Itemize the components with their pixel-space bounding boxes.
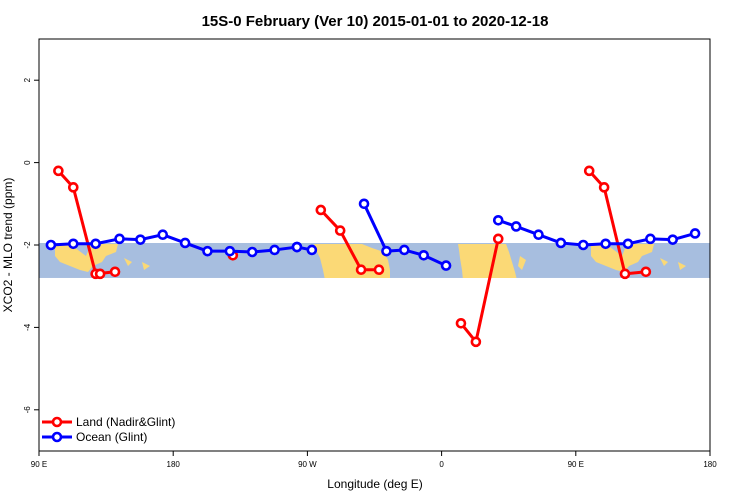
land-data-point	[355, 264, 367, 276]
ocean-data-point	[45, 239, 57, 251]
land-data-point	[315, 204, 327, 216]
ocean-data-point	[114, 233, 125, 245]
africa	[458, 244, 517, 278]
land-series-line	[588, 169, 647, 276]
ocean-data-point	[645, 233, 656, 245]
ocean-data-point	[492, 214, 504, 226]
chart-title: 15S-0 February (Ver 10) 2015-01-01 to 20…	[202, 13, 549, 30]
x-tick-label: 0	[439, 460, 444, 469]
ocean-data-point	[533, 229, 544, 240]
land-data-point	[373, 264, 385, 276]
ocean-data-point	[269, 244, 280, 256]
land-data-point	[109, 266, 121, 278]
land-series-line	[57, 169, 116, 276]
y-tick-label: 0	[23, 160, 32, 165]
ocean-data-point	[667, 234, 679, 245]
y-tick-label: -6	[23, 406, 32, 414]
x-tick-label: 90 E	[31, 460, 47, 469]
pacific-islands-2	[142, 262, 150, 270]
land-data-point	[94, 268, 106, 280]
ocean-data-point	[202, 245, 213, 257]
ocean-data-point	[600, 238, 611, 250]
pacific-islands-4	[678, 262, 686, 270]
new-guinea-left	[100, 246, 112, 251]
series-layer	[45, 165, 701, 348]
ocean-data-point	[689, 228, 701, 239]
land-data-point	[67, 182, 79, 193]
land-data-point	[470, 336, 482, 348]
ocean-data-point	[157, 229, 169, 240]
ocean-data-point	[358, 198, 370, 210]
x-axis: 90 E 180 90 W 0 90 E 180	[31, 451, 717, 469]
legend: Land (Nadir&Glint) Ocean (Glint)	[42, 415, 175, 444]
ocean-data-point	[135, 234, 146, 245]
y-axis-label: XCO2 - MLO trend (ppm)	[1, 178, 15, 313]
land-data-point	[583, 165, 595, 177]
ocean-data-point	[418, 250, 430, 261]
land-data-point	[334, 225, 346, 236]
ocean-data-point	[399, 244, 410, 256]
x-axis-label: Longitude (deg E)	[327, 477, 422, 491]
land-data-point	[619, 268, 631, 280]
land-series-line	[319, 208, 379, 272]
legend-label-land: Land (Nadir&Glint)	[76, 415, 175, 429]
australia-land-left	[55, 244, 118, 272]
pacific-islands-1	[124, 258, 132, 266]
y-tick-label: -2	[23, 241, 32, 249]
land-data-point	[640, 266, 652, 278]
land-data-point	[455, 317, 467, 329]
ocean-data-point	[440, 260, 452, 271]
ocean-data-point	[291, 241, 303, 253]
ocean-data-point	[555, 237, 567, 249]
ocean-data-point	[381, 245, 392, 257]
latitude-band	[39, 242, 710, 278]
ocean-series-line	[497, 218, 696, 247]
ocean-data-point	[306, 244, 318, 256]
land-data-point	[492, 233, 504, 245]
pacific-islands-3	[660, 258, 668, 266]
x-tick-label: 180	[703, 460, 717, 469]
ocean-data-point	[622, 238, 634, 250]
ocean-data-point	[577, 239, 589, 251]
ocean-data-point	[90, 238, 101, 250]
y-axis: 2 0 -2 -4 -6	[23, 77, 39, 413]
new-guinea-right	[636, 246, 648, 251]
land-data-point	[598, 182, 610, 193]
y-tick-label: -4	[23, 323, 32, 331]
legend-marker-land	[51, 416, 63, 428]
x-tick-label: 180	[167, 460, 181, 469]
legend-label-ocean: Ocean (Glint)	[76, 430, 147, 444]
madagascar	[518, 256, 526, 270]
legend-marker-ocean	[51, 431, 63, 443]
y-tick-label: 2	[23, 77, 32, 82]
ocean-data-point	[179, 237, 191, 249]
ocean-data-point	[67, 238, 79, 250]
x-tick-label: 90 E	[568, 460, 584, 469]
ocean-data-point	[510, 221, 522, 232]
land-data-point	[53, 165, 64, 177]
x-tick-label: 90 W	[298, 460, 317, 469]
ocean-data-point	[224, 245, 236, 257]
ocean-data-point	[246, 246, 258, 258]
